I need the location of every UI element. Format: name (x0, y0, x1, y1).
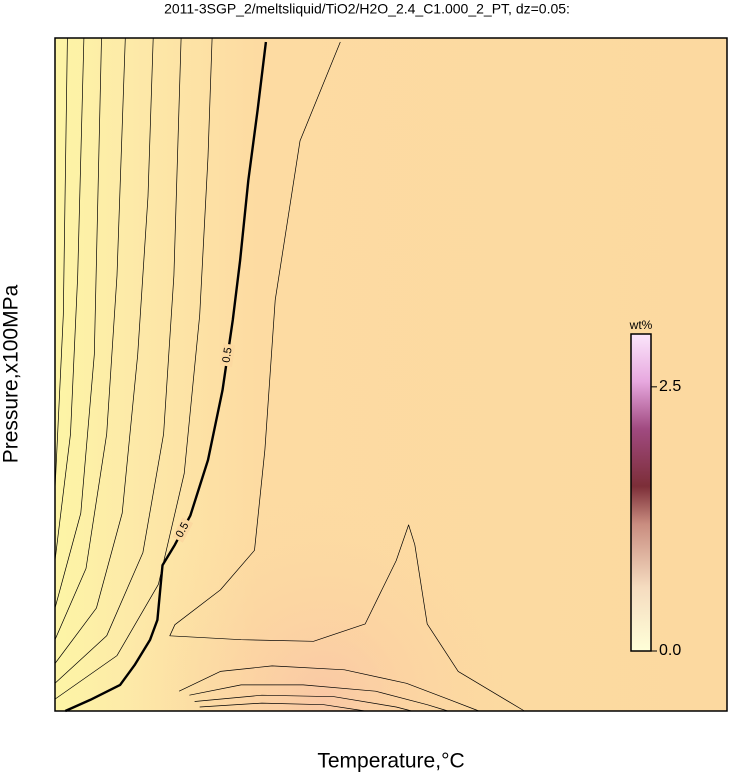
y-axis-label: Pressure,x100MPa (0, 284, 23, 463)
plot-frame (54, 37, 728, 712)
contour-line (54, 37, 102, 609)
contour-line (54, 37, 68, 490)
chart-title: 2011-3SGP_2/meltsliquid/TiO2/H2O_2.4_C1.… (164, 1, 570, 17)
contour-line (169, 41, 525, 712)
x-axis-label: Temperature,°C (317, 750, 464, 773)
colorbar (630, 333, 652, 652)
contour-line (199, 702, 366, 712)
contour-label: 0.5 (221, 347, 235, 364)
colorbar-label: wt% (629, 318, 653, 332)
contour-line (189, 684, 449, 712)
contour-label-bg (220, 343, 236, 367)
contour-line (178, 665, 480, 712)
contour-line (54, 37, 213, 700)
contour-line (54, 37, 126, 640)
contour-line (194, 694, 412, 712)
contour-line (54, 37, 85, 561)
contour-line (54, 37, 182, 684)
contour-line (54, 37, 154, 664)
colorbar-tick-label: 2.5 (659, 378, 681, 395)
colorbar-tick-label: 0.0 (659, 642, 681, 659)
contour-label-bg (172, 517, 194, 543)
plot-shade (55, 38, 727, 711)
